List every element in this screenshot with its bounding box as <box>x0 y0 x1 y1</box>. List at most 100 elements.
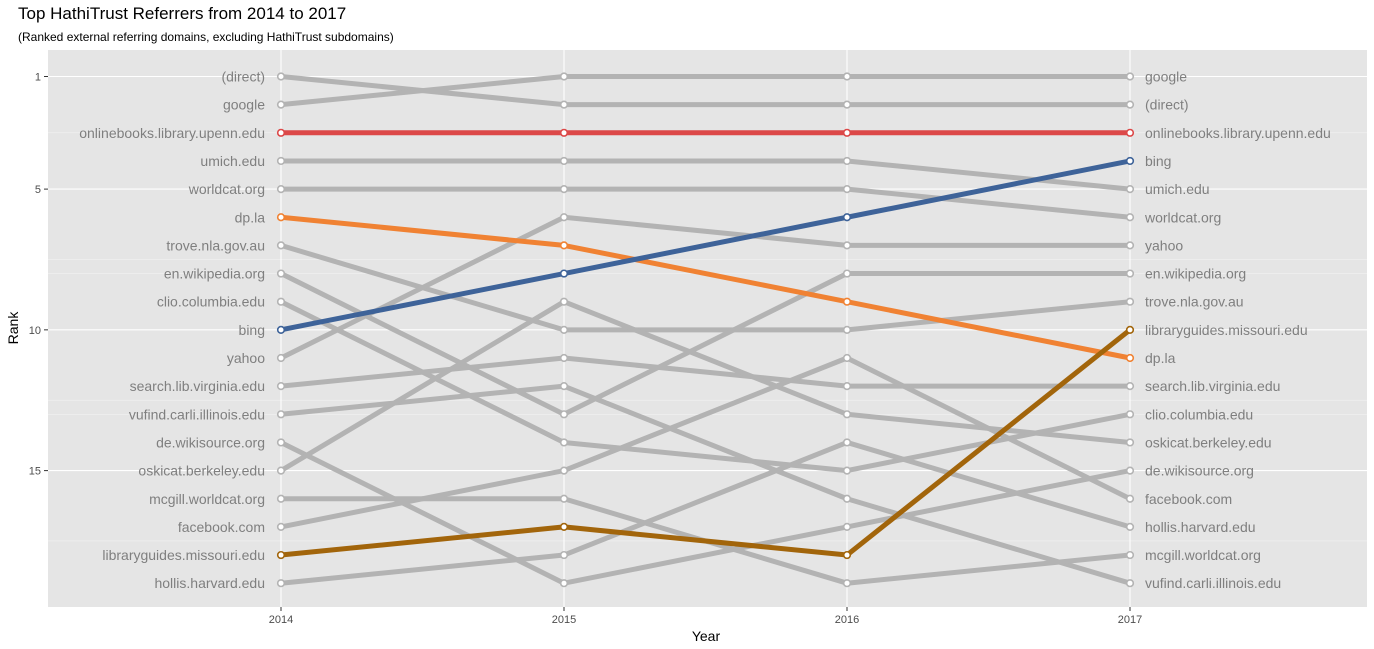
data-point <box>276 100 286 109</box>
data-point <box>559 213 569 222</box>
data-point <box>276 579 286 588</box>
x-axis-title: Year <box>692 628 721 644</box>
y-axis-title: Rank <box>5 311 21 345</box>
right-data-label: bing <box>1145 153 1171 169</box>
chart-title: Top HathiTrust Referrers from 2014 to 20… <box>18 4 347 23</box>
data-point <box>276 269 286 278</box>
data-point <box>559 185 569 194</box>
data-point <box>842 325 852 334</box>
data-point <box>276 466 286 475</box>
data-point <box>559 494 569 503</box>
right-data-label: oskicat.berkeley.edu <box>1145 434 1272 450</box>
data-point <box>1125 100 1135 109</box>
right-data-label: onlinebooks.library.upenn.edu <box>1145 125 1331 141</box>
y-tick-label: 10 <box>29 325 41 337</box>
data-point <box>559 325 569 334</box>
left-data-label: worldcat.org <box>188 181 265 197</box>
data-point <box>842 579 852 588</box>
right-data-label: umich.edu <box>1145 181 1210 197</box>
data-point <box>276 72 286 81</box>
data-point <box>559 269 569 278</box>
data-point <box>1125 269 1135 278</box>
left-data-label: clio.columbia.edu <box>157 294 265 310</box>
left-data-label: facebook.com <box>178 519 265 535</box>
data-point <box>276 353 286 363</box>
data-point <box>276 382 286 391</box>
data-point <box>559 382 569 391</box>
data-point <box>559 438 569 447</box>
right-data-label: clio.columbia.edu <box>1145 406 1253 422</box>
data-point <box>1125 156 1135 166</box>
data-point <box>842 382 852 391</box>
left-data-label: mcgill.worldcat.org <box>149 491 265 507</box>
data-point <box>276 297 286 306</box>
data-point <box>1125 185 1135 194</box>
series-line <box>279 214 1130 361</box>
data-point <box>842 410 852 419</box>
right-data-label: facebook.com <box>1145 491 1232 507</box>
data-point <box>276 213 286 222</box>
left-data-label: oskicat.berkeley.edu <box>138 463 265 479</box>
data-point <box>559 410 569 419</box>
left-data-label: onlinebooks.library.upenn.edu <box>79 125 265 141</box>
series-line <box>280 214 1131 361</box>
series-line <box>279 271 1130 417</box>
series-line <box>280 327 1132 558</box>
data-point <box>842 185 852 194</box>
series-points <box>276 72 1135 588</box>
left-data-label: de.wikisource.org <box>156 434 265 450</box>
x-tick-label: 2017 <box>1118 614 1142 626</box>
series-lines <box>279 74 1132 586</box>
left-data-label: google <box>223 97 265 113</box>
right-data-label: vufind.carli.illinois.edu <box>1145 575 1281 591</box>
data-point <box>842 128 852 137</box>
data-point <box>559 156 569 166</box>
data-point <box>276 128 286 137</box>
left-data-label: hollis.harvard.edu <box>154 575 265 591</box>
data-point <box>276 438 286 447</box>
right-data-label: (direct) <box>1145 97 1189 113</box>
left-data-label: dp.la <box>235 209 266 225</box>
data-point <box>276 241 286 250</box>
data-point <box>559 297 569 306</box>
y-tick-label: 5 <box>35 184 41 196</box>
left-data-label: umich.edu <box>200 153 265 169</box>
data-point <box>1125 438 1135 447</box>
data-point <box>276 494 286 503</box>
data-point <box>1125 579 1135 588</box>
left-data-label: bing <box>239 322 265 338</box>
data-point <box>1125 522 1135 532</box>
data-point <box>1125 213 1135 222</box>
data-point <box>559 579 569 588</box>
x-tick-label: 2014 <box>269 614 293 626</box>
data-point <box>1125 466 1135 475</box>
data-point <box>842 550 852 560</box>
data-labels: (direct) google onlinebooks.library.upenn.… <box>79 69 1331 592</box>
data-point <box>559 72 569 81</box>
series-line <box>280 158 1131 333</box>
x-tick-label: 2016 <box>835 614 859 626</box>
data-point <box>559 522 569 532</box>
chart-subtitle: (Ranked external referring domains, excl… <box>18 30 394 44</box>
data-point <box>1125 241 1135 250</box>
data-point <box>842 466 852 475</box>
data-point <box>276 522 286 532</box>
data-point <box>1125 382 1135 391</box>
series-line <box>281 158 1131 192</box>
left-data-label: vufind.carli.illinois.edu <box>129 406 265 422</box>
series-line <box>281 186 1131 220</box>
data-point <box>559 353 569 363</box>
data-point <box>842 100 852 109</box>
y-tick-label: 15 <box>29 466 41 478</box>
right-data-label: trove.nla.gov.au <box>1145 294 1244 310</box>
left-data-label: en.wikipedia.org <box>164 266 265 282</box>
right-data-label: search.lib.virginia.edu <box>1145 378 1280 394</box>
right-data-label: de.wikisource.org <box>1145 463 1254 479</box>
data-point <box>842 438 852 447</box>
y-tick-label: 1 <box>35 72 41 84</box>
series-line <box>280 355 1132 530</box>
data-point <box>1125 494 1135 503</box>
data-point <box>842 297 852 306</box>
